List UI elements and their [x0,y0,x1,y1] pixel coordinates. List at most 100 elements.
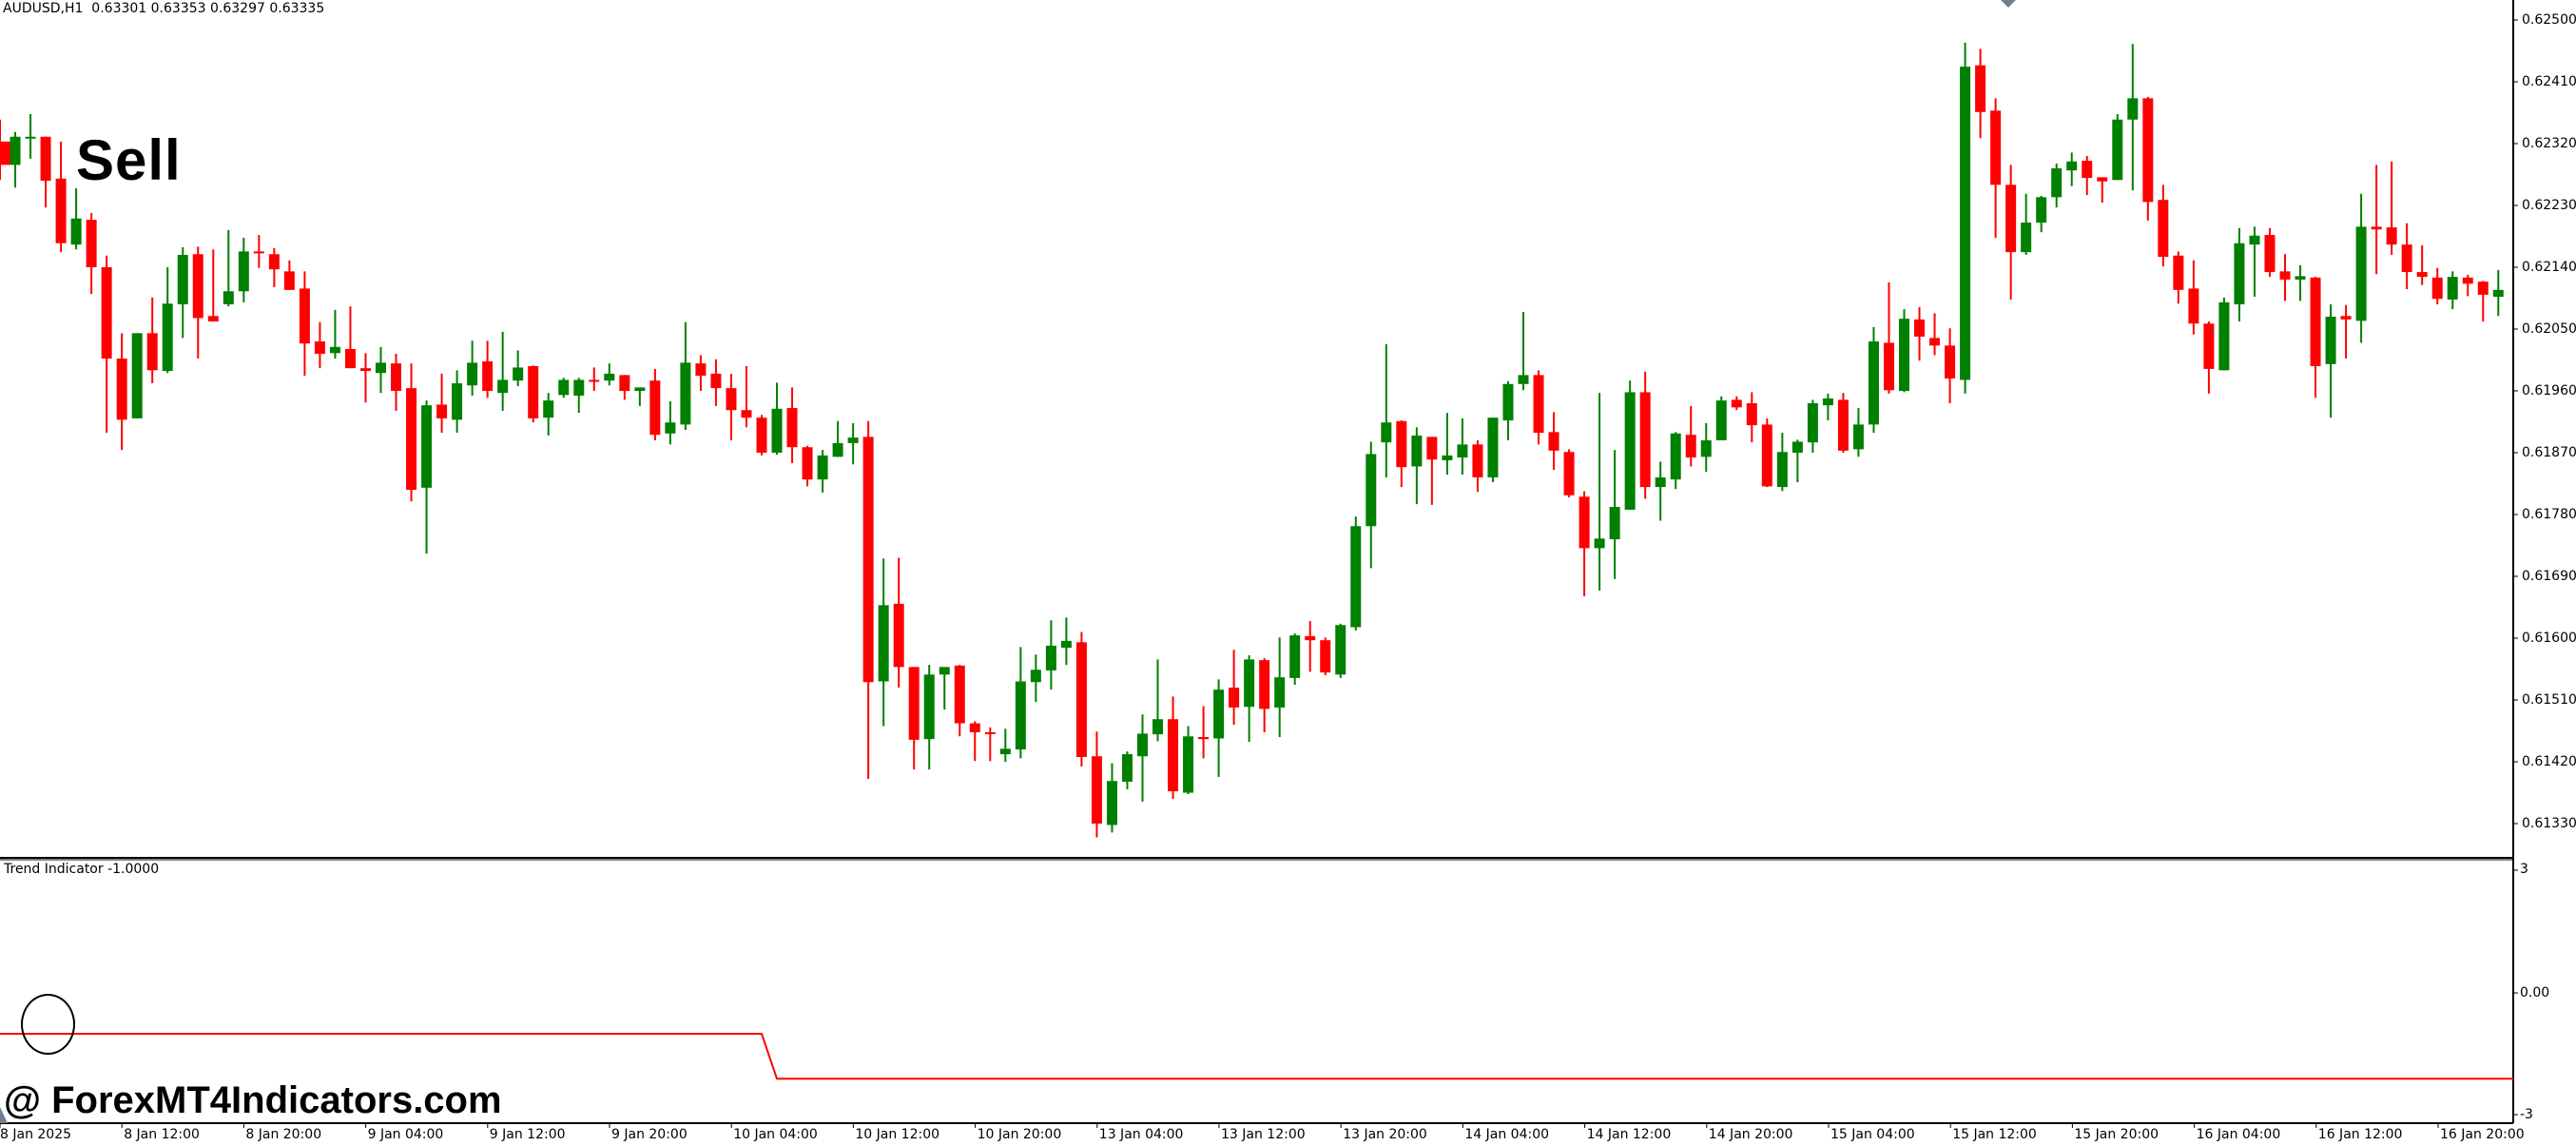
time-tick-label: 13 Jan 04:00 [1098,1127,1184,1142]
bull-candle [939,667,950,675]
bull-candle [177,255,188,304]
price-tick-label: 0.61600 [2522,631,2576,646]
bear-candle [786,408,798,448]
price-tick-label: 0.62500 [2522,12,2576,28]
trend-indicator-line [0,1033,2514,1080]
bear-candle [649,380,661,436]
bull-candle [1792,441,1803,453]
sell-signal-label: Sell [76,128,182,192]
bull-candle [70,218,82,245]
bear-candle [802,447,813,480]
time-tick-label: 14 Jan 04:00 [1464,1127,1550,1142]
bull-candle [10,136,21,165]
bear-candle [528,366,539,418]
watermark: @ ForexMT4Indicators.com [4,1079,502,1121]
chart-shift-marker-icon[interactable] [2001,0,2016,8]
bull-candle [2112,119,2123,181]
bull-candle [131,333,143,418]
bull-candle [1655,477,1666,488]
bear-candle [101,267,112,359]
time-tick-label: 15 Jan 12:00 [1952,1127,2037,1142]
bear-candle [1091,756,1102,824]
bull-candle [421,405,433,488]
bear-candle [391,363,402,391]
bull-candle [2218,301,2230,371]
bear-candle [0,141,10,165]
circle-highlight-icon [21,994,75,1055]
time-tick-label: 13 Jan 12:00 [1221,1127,1306,1142]
bull-candle [376,362,386,374]
bull-candle [2295,276,2306,280]
bull-candle [513,367,524,381]
time-tick-label: 9 Jan 12:00 [489,1127,566,1142]
bear-candle [1426,437,1438,460]
bull-candle [1822,398,1833,406]
time-tick-label: 8 Jan 20:00 [245,1127,322,1142]
bear-candle [1472,444,1483,477]
bull-candle [665,422,676,434]
bull-candle [1183,736,1194,793]
bull-candle [25,136,36,139]
bull-candle [1715,400,1727,440]
bear-candle [1075,642,1087,757]
bear-candle [359,368,371,372]
bull-candle [1411,435,1423,467]
bull-candle [2021,223,2032,253]
bull-candle [1335,625,1346,675]
bull-candle [1244,659,1255,708]
bear-candle [1761,424,1772,487]
price-tick-label: 0.61870 [2522,445,2576,460]
bear-candle [86,220,97,267]
bull-candle [1594,538,1605,549]
bear-candle [741,410,752,418]
bear-candle [1990,110,2002,185]
bear-candle [1259,660,1270,709]
bull-candle [543,400,554,418]
bull-candle [832,442,843,457]
bear-candle [2401,244,2412,273]
bull-candle [1502,383,1514,421]
bear-candle [314,341,325,354]
bear-candle [756,418,767,453]
bear-candle [862,437,874,683]
time-tick-label: 10 Jan 20:00 [977,1127,1062,1142]
bear-candle [2188,288,2199,324]
bear-candle [2371,226,2382,230]
bull-candle [1852,424,1864,450]
bull-candle [2492,289,2504,298]
bull-candle [1899,319,1909,391]
bear-candle [2264,235,2276,273]
bull-candle [558,379,570,396]
price-tick-label: 0.62320 [2522,136,2576,151]
bear-candle [1229,688,1240,708]
bear-candle [2310,277,2321,366]
bear-candle [436,404,448,418]
time-tick-label: 15 Jan 20:00 [2074,1127,2160,1142]
bear-candle [2386,227,2397,245]
time-tick-label: 8 Jan 12:00 [124,1127,200,1142]
bull-candle [573,379,585,397]
bull-candle [2036,197,2047,223]
bear-candle [1396,420,1407,468]
bear-candle [1914,319,1926,337]
bear-candle [2082,161,2093,179]
bear-candle [1883,342,1894,391]
bull-candle [1121,754,1133,782]
bull-candle [817,455,828,480]
bull-candle [238,251,249,292]
indicator-tick: 3 [2520,862,2528,877]
bull-candle [1457,444,1468,458]
time-tick-label: 10 Jan 12:00 [855,1127,940,1142]
bear-candle [619,375,630,391]
bull-candle [1700,440,1712,457]
bear-candle [283,271,295,290]
bull-candle [1624,392,1636,510]
bear-candle [1198,737,1210,740]
bull-candle [2355,226,2367,321]
bear-candle [1639,392,1651,488]
bull-candle [634,387,646,391]
bull-candle [329,346,340,354]
bear-candle [146,333,158,371]
